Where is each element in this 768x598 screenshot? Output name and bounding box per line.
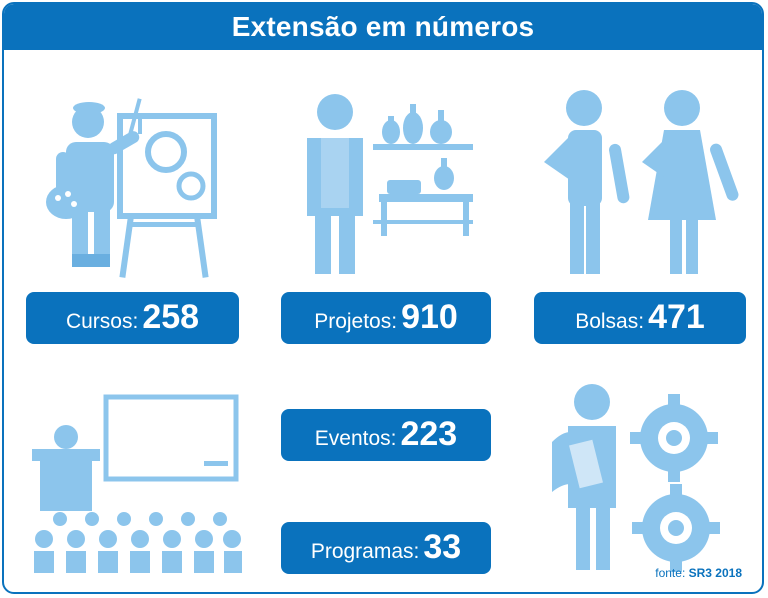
stat-label: Projetos: <box>314 310 398 333</box>
source-note: fonte: SR3 2018 <box>655 566 742 580</box>
stat-eventos: Eventos: 223 <box>281 409 491 461</box>
stat-label: Cursos: <box>65 310 139 333</box>
teacher-classroom-icon <box>32 394 242 573</box>
potter-with-vases-icon <box>307 94 473 274</box>
header-bar: Extensão em números <box>4 4 762 50</box>
stat-value: 910 <box>401 298 458 336</box>
stat-projetos: Projetos: 910 <box>281 292 491 344</box>
stat-value: 33 <box>423 528 462 566</box>
painter-at-easel-icon <box>46 98 217 278</box>
page-title: Extensão em números <box>231 11 535 42</box>
students-with-books-icon <box>544 90 739 274</box>
stat-bolsas: Bolsas: 471 <box>534 292 746 344</box>
stat-label: Eventos: <box>314 427 397 450</box>
stat-value: 258 <box>142 298 200 336</box>
stat-label: Bolsas: <box>575 310 645 333</box>
source-prefix: fonte: <box>655 566 686 580</box>
stat-value: 471 <box>648 298 705 336</box>
stat-programas: Programas: 33 <box>281 522 491 574</box>
stat-cursos: Cursos: 258 <box>26 292 239 344</box>
source-name: SR3 2018 <box>688 566 742 580</box>
stat-value: 223 <box>400 415 458 453</box>
stat-label: Programas: <box>310 540 420 563</box>
person-with-gears-icon <box>552 384 720 572</box>
